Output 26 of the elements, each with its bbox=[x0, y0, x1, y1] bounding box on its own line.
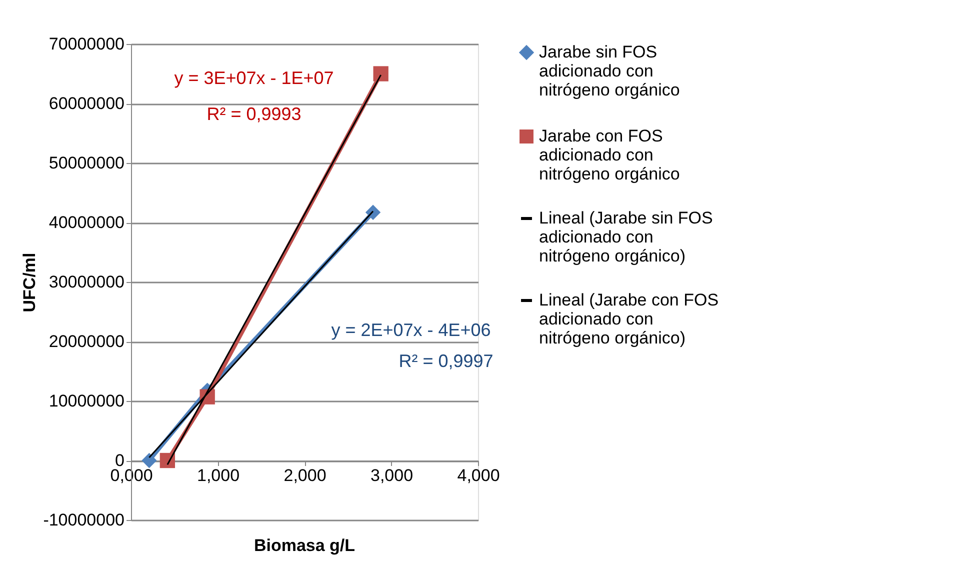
point bbox=[373, 66, 388, 82]
y-tick-label: 60000000 bbox=[48, 94, 124, 113]
y-tick-label: 50000000 bbox=[48, 154, 124, 172]
y-tick-label: 10000000 bbox=[48, 392, 124, 410]
annotation: R² = 0,9993 bbox=[206, 104, 302, 124]
y-tick-label: 40000000 bbox=[48, 213, 124, 232]
point bbox=[142, 452, 157, 468]
y-tick-label: 70000000 bbox=[48, 34, 124, 54]
y-tick-label: 30000000 bbox=[48, 272, 124, 292]
x-tick-label: 4,000 bbox=[457, 466, 500, 485]
annotation: y = 3E+07x - 1E+07 bbox=[174, 68, 334, 88]
annotation: R² = 0,9997 bbox=[398, 351, 494, 371]
y-axis-title: UFC/ml bbox=[20, 252, 40, 312]
x-tick-label: 2,000 bbox=[284, 466, 326, 485]
legend-label: Jarabe con FOS adicionado con nitrógeno orgánico bbox=[539, 126, 680, 184]
point bbox=[365, 204, 381, 220]
legend-label: Jarabe sin FOS adicionado con nitrógeno orgánico bbox=[539, 42, 680, 100]
legend-label: Lineal (Jarabe con FOS adicionado con nitrógeno orgánico) bbox=[539, 290, 719, 348]
y-tick-label: 20000000 bbox=[48, 332, 124, 351]
y-tick-label: -10000000 bbox=[43, 510, 124, 530]
x-tick-label: 3,000 bbox=[370, 466, 414, 485]
point bbox=[160, 452, 176, 468]
x-tick-label: 1,000 bbox=[196, 466, 240, 485]
legend-label: Lineal (Jarabe sin FOS adicionado con nitrógeno orgánico) bbox=[539, 208, 713, 266]
annotation: y = 2E+07x - 4E+06 bbox=[331, 320, 491, 340]
x-axis-title: Biomasa g/L bbox=[254, 536, 356, 555]
